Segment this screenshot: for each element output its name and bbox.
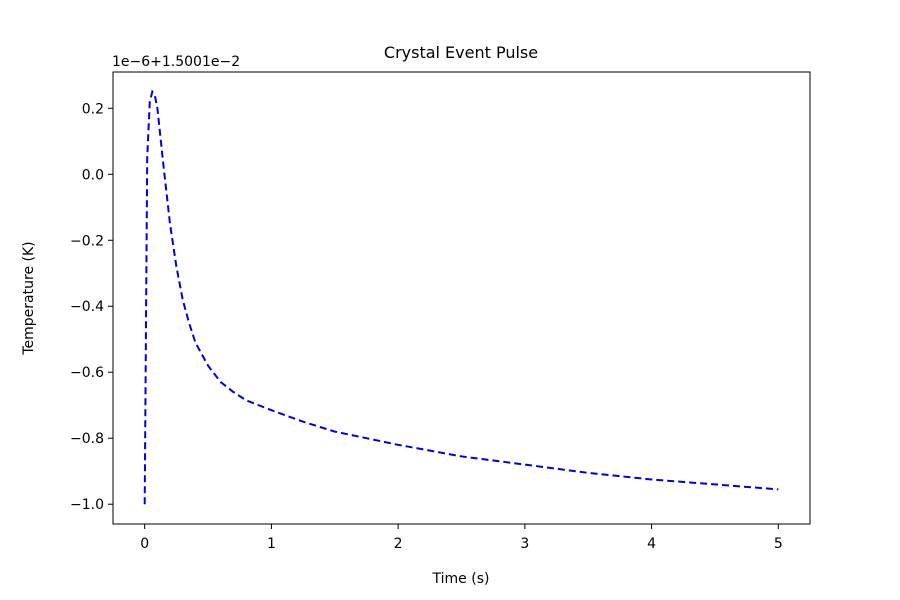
x-axis-label: Time (s): [432, 571, 490, 587]
x-tick-label: 0: [140, 536, 149, 552]
series-line-temperature: [143, 89, 779, 505]
x-tick-label: 3: [520, 536, 529, 552]
y-axis-ticks: 0.2 0.0 −0.2 −0.4 −0.6 −0.8 −1.0: [70, 101, 113, 513]
axes-frame: [112, 71, 811, 525]
x-tick-label: 4: [647, 536, 656, 552]
y-tick-label: −0.2: [70, 233, 104, 249]
x-tick-label: 2: [394, 536, 403, 552]
x-axis-ticks: 0 1 2 3 4 5: [140, 524, 783, 552]
y-tick-label: 0.2: [82, 101, 104, 117]
y-axis-label: Temperature (K): [21, 241, 37, 355]
y-tick-label: −0.8: [70, 431, 104, 447]
y-tick-label: −0.4: [70, 299, 104, 315]
y-tick-label: −1.0: [70, 497, 104, 513]
x-tick-label: 5: [774, 536, 783, 552]
y-tick-label: 0.0: [82, 167, 104, 183]
y-tick-label: −0.6: [70, 365, 104, 381]
x-tick-label: 1: [267, 536, 276, 552]
y-offset-label: 1e−6+1.5001e−2: [112, 54, 240, 70]
plot-area: [143, 89, 779, 505]
chart-title: Crystal Event Pulse: [384, 43, 538, 62]
